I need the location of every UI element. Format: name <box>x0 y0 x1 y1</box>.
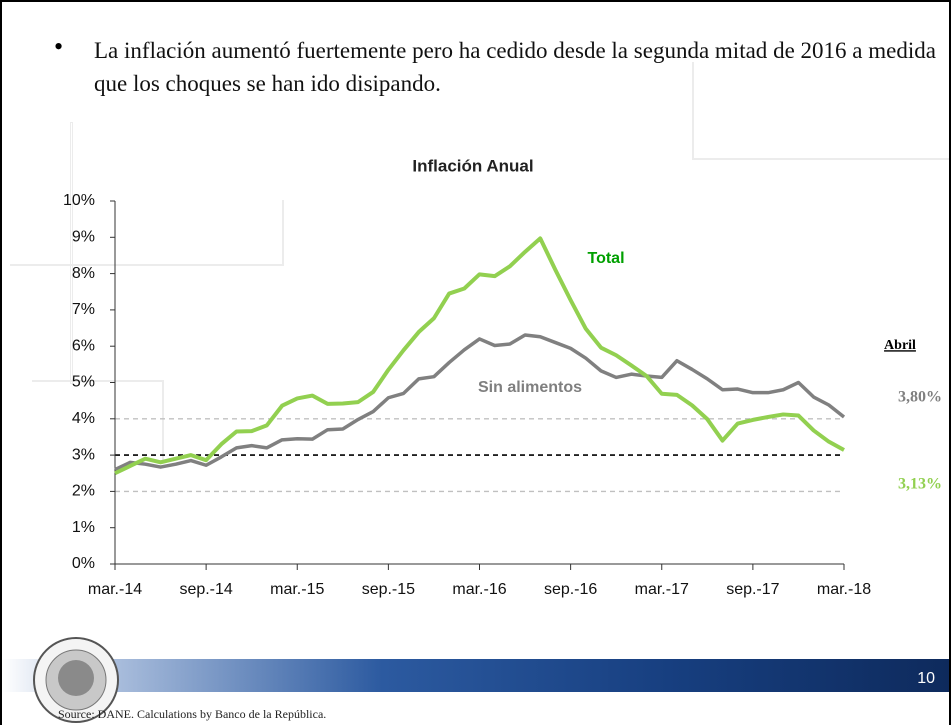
x-tick-label: sep.-15 <box>362 581 415 598</box>
decoration <box>282 200 284 266</box>
y-tick-label: 1% <box>72 519 95 536</box>
y-tick-label: 3% <box>72 446 95 463</box>
series-label: Total <box>587 250 624 267</box>
footer-bar <box>2 659 949 692</box>
x-tick-label: sep.-16 <box>544 581 597 598</box>
y-tick-label: 6% <box>72 337 95 354</box>
y-tick-label: 10% <box>63 192 95 209</box>
source-note: Source: DANE. Calculations by Banco de l… <box>58 707 327 721</box>
y-tick-label: 4% <box>72 410 95 427</box>
y-tick-label: 5% <box>72 374 95 391</box>
decoration <box>10 264 282 266</box>
annotation-header: Abril <box>884 338 916 353</box>
x-tick-label: sep.-17 <box>726 581 779 598</box>
series-line <box>114 236 845 476</box>
y-tick-label: 7% <box>72 301 95 318</box>
logo <box>33 637 119 723</box>
x-tick-label: mar.-15 <box>270 581 324 598</box>
y-tick-label: 0% <box>72 555 95 572</box>
series-line <box>114 333 846 472</box>
y-tick-label: 9% <box>72 229 95 246</box>
y-tick-label: 8% <box>72 265 95 282</box>
chart-title: Inflación Anual <box>412 156 533 175</box>
bullet-text: La inflación aumentó fuertemente pero ha… <box>94 38 936 96</box>
annotation-value: 3,13% <box>898 476 942 493</box>
y-tick-label: 2% <box>72 483 95 500</box>
x-tick-label: mar.-14 <box>88 581 142 598</box>
decoration <box>70 122 73 384</box>
x-tick-label: mar.-16 <box>452 581 506 598</box>
x-tick-label: mar.-17 <box>635 581 689 598</box>
page-number: 10 <box>917 670 935 687</box>
bullet-marker: • <box>54 32 64 61</box>
x-tick-label: sep.-14 <box>179 581 232 598</box>
decoration <box>692 158 949 160</box>
x-tick-label: mar.-18 <box>817 581 871 598</box>
series-label: Sin alimentos <box>478 379 582 396</box>
annotation-value: 3,80% <box>898 389 942 406</box>
